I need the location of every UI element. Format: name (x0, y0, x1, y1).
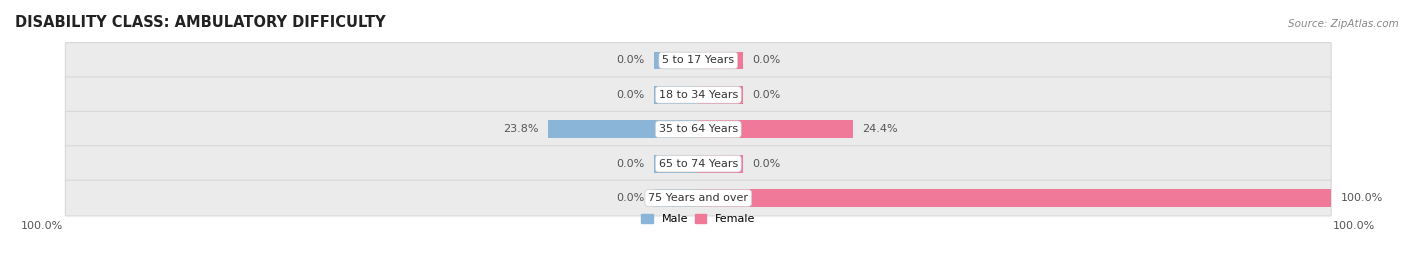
Text: Source: ZipAtlas.com: Source: ZipAtlas.com (1288, 19, 1399, 29)
Bar (654, 189, 699, 207)
FancyBboxPatch shape (65, 111, 1331, 147)
Text: 0.0%: 0.0% (752, 159, 780, 169)
Bar (654, 86, 699, 104)
Text: 0.0%: 0.0% (616, 90, 644, 100)
Text: 24.4%: 24.4% (862, 124, 898, 134)
Text: 0.0%: 0.0% (616, 55, 644, 65)
Text: 0.0%: 0.0% (752, 55, 780, 65)
Text: 100.0%: 100.0% (1340, 193, 1382, 203)
Bar (699, 86, 742, 104)
Legend: Male, Female: Male, Female (641, 214, 755, 224)
Text: 0.0%: 0.0% (752, 90, 780, 100)
Bar (699, 189, 1331, 207)
Text: 0.0%: 0.0% (616, 159, 644, 169)
FancyBboxPatch shape (65, 146, 1331, 181)
Text: DISABILITY CLASS: AMBULATORY DIFFICULTY: DISABILITY CLASS: AMBULATORY DIFFICULTY (15, 15, 385, 30)
Text: 5 to 17 Years: 5 to 17 Years (662, 55, 734, 65)
Text: 100.0%: 100.0% (1333, 221, 1375, 232)
Bar (699, 155, 742, 173)
Text: 23.8%: 23.8% (503, 124, 538, 134)
FancyBboxPatch shape (65, 77, 1331, 113)
Text: 35 to 64 Years: 35 to 64 Years (658, 124, 738, 134)
Bar (699, 120, 852, 138)
Text: 18 to 34 Years: 18 to 34 Years (658, 90, 738, 100)
FancyBboxPatch shape (65, 43, 1331, 78)
Bar (548, 120, 699, 138)
Bar (654, 155, 699, 173)
Text: 0.0%: 0.0% (616, 193, 644, 203)
Text: 65 to 74 Years: 65 to 74 Years (658, 159, 738, 169)
Text: 75 Years and over: 75 Years and over (648, 193, 748, 203)
Bar (699, 51, 742, 69)
Bar (654, 51, 699, 69)
FancyBboxPatch shape (65, 180, 1331, 216)
Text: 100.0%: 100.0% (21, 221, 63, 232)
